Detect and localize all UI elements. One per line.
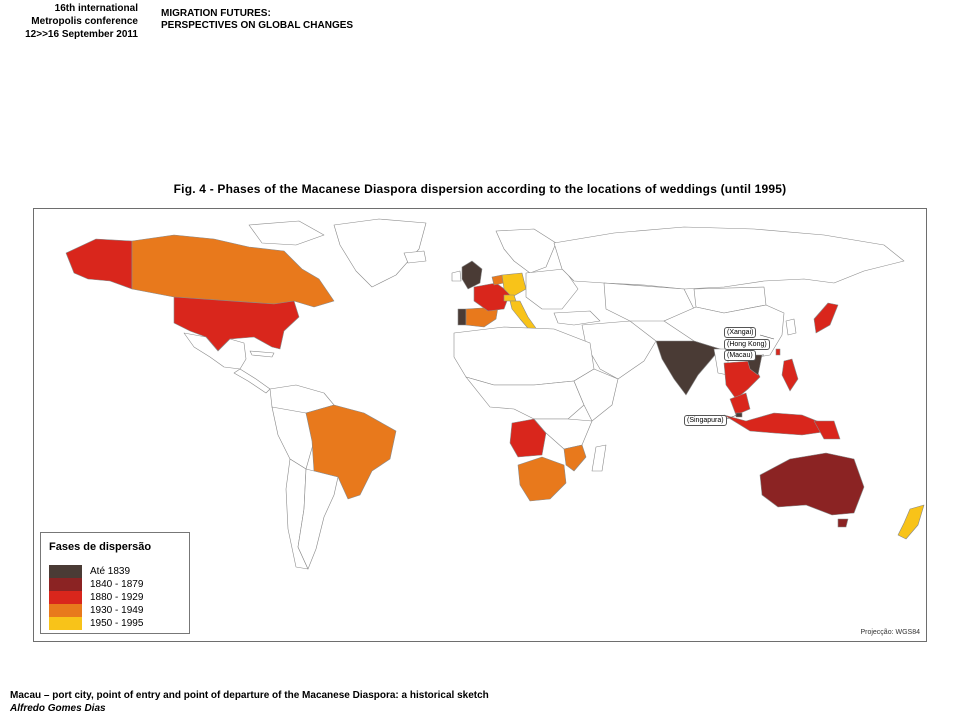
legend-swatch bbox=[49, 578, 82, 591]
country-australia bbox=[759, 452, 865, 516]
country-east-africa bbox=[573, 368, 619, 422]
world-map: (Xangai) (Hong Kong) (Macau) (Singapura)… bbox=[33, 208, 927, 642]
country-alaska bbox=[65, 238, 133, 290]
country-central-america bbox=[233, 368, 271, 394]
country-russia bbox=[553, 226, 905, 290]
legend-title: Fases de dispersão bbox=[49, 541, 152, 553]
country-south-africa bbox=[517, 456, 567, 502]
label-xangai: (Xangai) bbox=[724, 327, 757, 338]
country-west-central-africa bbox=[465, 376, 585, 420]
country-germany bbox=[501, 272, 527, 298]
country-madagascar bbox=[591, 444, 607, 472]
country-malaysia bbox=[729, 392, 751, 416]
conference-line-3: 12>>16 September 2011 bbox=[25, 29, 138, 40]
legend-swatch bbox=[49, 591, 82, 604]
country-portugal bbox=[457, 308, 467, 326]
country-turkey bbox=[553, 310, 601, 326]
theme-line-1: MIGRATION FUTURES: bbox=[161, 8, 271, 19]
legend-swatch bbox=[49, 617, 82, 630]
country-uk bbox=[461, 260, 483, 290]
country-brazil bbox=[305, 404, 397, 500]
legend-swatch bbox=[49, 565, 82, 578]
country-usa bbox=[173, 296, 300, 352]
country-japan bbox=[813, 302, 839, 334]
legend-label: Até 1839 bbox=[90, 566, 131, 577]
country-scandinavia bbox=[495, 228, 557, 274]
label-macau: (Macau) bbox=[724, 350, 756, 361]
country-korea bbox=[785, 318, 797, 336]
country-north-africa bbox=[453, 326, 595, 386]
country-arctic-islands bbox=[248, 220, 325, 246]
country-papua bbox=[813, 420, 841, 440]
legend-item: Até 1839 bbox=[49, 565, 130, 578]
legend-label: 1950 - 1995 bbox=[90, 618, 144, 629]
figure-title: Fig. 4 - Phases of the Macanese Diaspora… bbox=[173, 182, 787, 196]
country-canada bbox=[131, 234, 335, 308]
country-switzerland bbox=[503, 294, 517, 302]
country-iceland bbox=[403, 250, 427, 264]
country-mozambique bbox=[563, 444, 587, 472]
legend-item: 1930 - 1949 bbox=[49, 604, 143, 617]
country-new-zealand bbox=[897, 504, 925, 540]
legend-label: 1930 - 1949 bbox=[90, 605, 144, 616]
legend-item: 1840 - 1879 bbox=[49, 578, 143, 591]
legend-item: 1950 - 1995 bbox=[49, 617, 143, 630]
legend-label: 1880 - 1929 bbox=[90, 592, 144, 603]
country-greenland bbox=[333, 218, 427, 288]
label-hong-kong: (Hong Kong) bbox=[724, 339, 770, 350]
conference-info: 16th international Metropolis conference… bbox=[0, 2, 138, 41]
legend-swatch bbox=[49, 604, 82, 617]
theme-line-2: PERSPECTIVES ON GLOBAL CHANGES bbox=[161, 20, 354, 31]
conference-line-2: Metropolis conference bbox=[31, 16, 138, 27]
label-singapura: (Singapura) bbox=[684, 415, 727, 426]
country-argentina bbox=[297, 468, 339, 570]
map-canvas bbox=[65, 218, 925, 570]
country-taiwan bbox=[775, 348, 781, 356]
country-mexico bbox=[183, 332, 247, 370]
projection-label: Projecção: WGS84 bbox=[860, 629, 920, 636]
conference-line-1: 16th international bbox=[54, 3, 138, 14]
map-legend: Fases de dispersão Até 1839 1840 - 1879 … bbox=[40, 532, 190, 634]
country-tasmania bbox=[837, 518, 849, 528]
footer-author: Alfredo Gomes Dias bbox=[10, 703, 106, 714]
country-ireland bbox=[451, 270, 462, 282]
country-philippines bbox=[781, 358, 799, 392]
legend-item: 1880 - 1929 bbox=[49, 591, 143, 604]
conference-theme: MIGRATION FUTURES: PERSPECTIVES ON GLOBA… bbox=[161, 8, 353, 32]
country-cuba bbox=[249, 350, 275, 358]
footer-title: Macau – port city, point of entry and po… bbox=[10, 690, 489, 701]
country-india bbox=[655, 340, 721, 396]
legend-label: 1840 - 1879 bbox=[90, 579, 144, 590]
